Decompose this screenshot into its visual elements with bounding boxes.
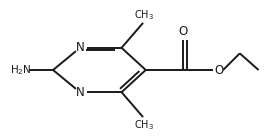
Text: CH$_3$: CH$_3$ — [134, 118, 154, 132]
Text: H$_2$N: H$_2$N — [10, 63, 32, 77]
Text: O: O — [179, 25, 188, 38]
Text: N: N — [76, 86, 84, 99]
Text: CH$_3$: CH$_3$ — [134, 8, 154, 22]
Text: N: N — [76, 41, 84, 54]
Text: O: O — [214, 64, 224, 76]
